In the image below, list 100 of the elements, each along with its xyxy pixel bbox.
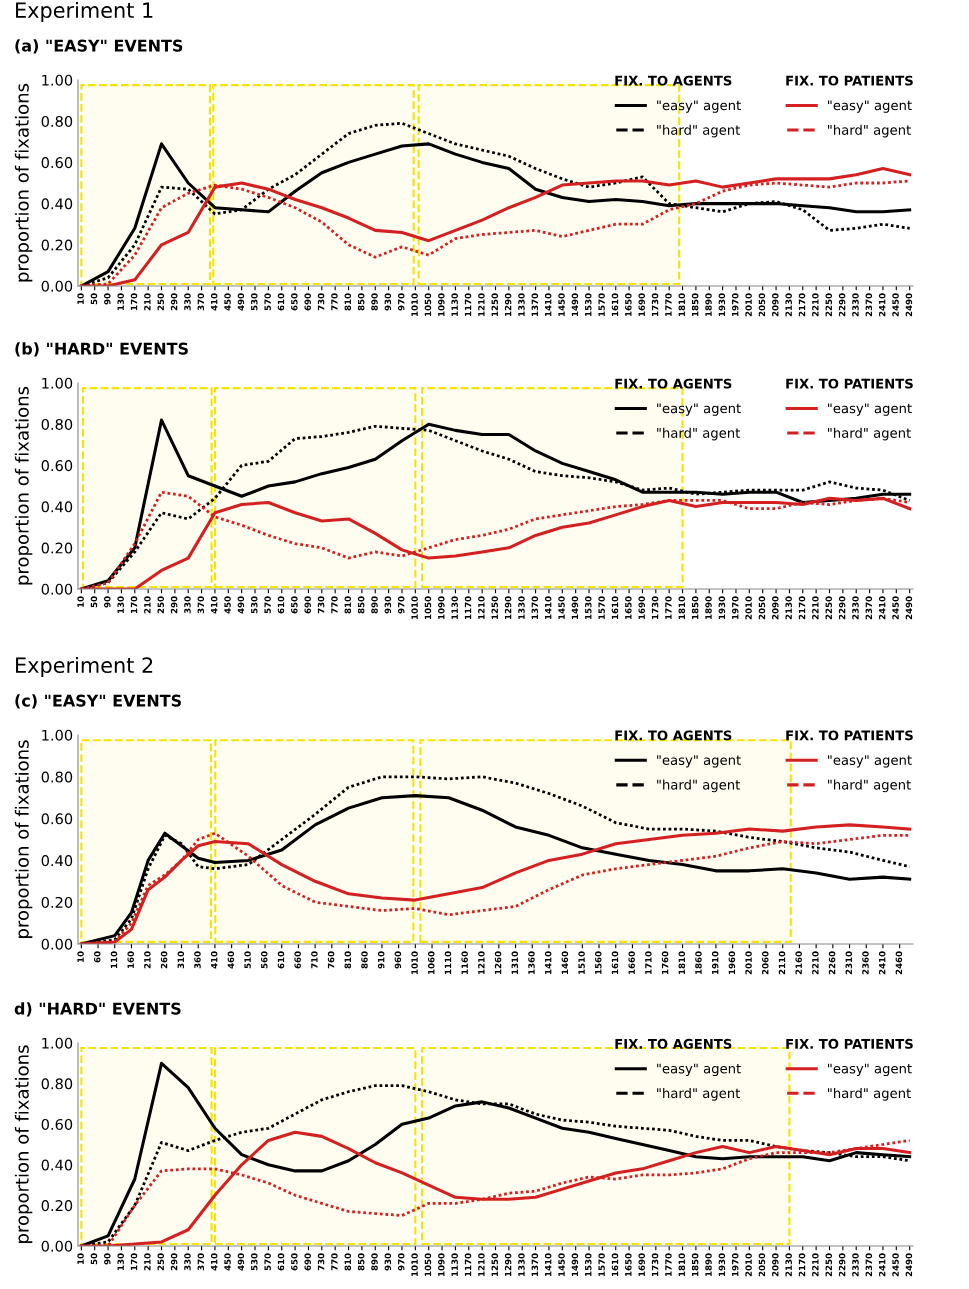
x-tick-label: 2290 — [838, 1253, 846, 1277]
x-tick-label: 1660 — [628, 951, 635, 974]
x-tick-label: 930 — [384, 1253, 392, 1271]
x-tick-label: 2250 — [825, 596, 832, 620]
x-tick-label: 690 — [304, 1253, 311, 1271]
x-tick-label: 2450 — [892, 293, 899, 317]
x-tick-label: 1850 — [691, 596, 699, 619]
y-tick-label: 1.00 — [42, 377, 73, 389]
x-tick-label: 370 — [197, 1253, 205, 1271]
x-tick-label: 690 — [304, 596, 311, 614]
x-tick-label: 10 — [77, 293, 84, 304]
x-tick-label: 530 — [251, 1253, 258, 1271]
x-tick-label: 2210 — [812, 951, 819, 975]
x-tick-label: 260 — [160, 951, 168, 969]
x-tick-label: 850 — [357, 596, 365, 614]
x-tick-label: 1650 — [625, 596, 632, 619]
y-tick-label: 0.80 — [41, 418, 73, 430]
x-tick-label: 1210 — [478, 596, 485, 619]
x-tick-label: 2370 — [865, 1253, 873, 1277]
x-tick-label: 2250 — [825, 1253, 832, 1277]
x-tick-label: 1610 — [611, 596, 619, 619]
x-tick-label: 10 — [77, 596, 84, 607]
x-tick-label: 1510 — [578, 951, 585, 974]
x-tick-label: 930 — [384, 293, 392, 311]
x-tick-label: 2050 — [758, 293, 766, 317]
x-tick-label: 1050 — [424, 1253, 432, 1276]
x-tick-label: 2210 — [812, 293, 819, 317]
y-tick-label: 1.00 — [42, 74, 73, 86]
x-tick-label: 210 — [144, 1253, 151, 1271]
x-tick-label: 90 — [104, 1253, 111, 1265]
x-tick-label: 650 — [291, 1253, 298, 1271]
x-tick-label: 2130 — [785, 1253, 792, 1277]
x-tick-label: 370 — [197, 293, 205, 311]
x-tick-label: 130 — [117, 1253, 124, 1270]
x-tick-label: 1860 — [695, 951, 702, 974]
x-tick-label: 90 — [104, 596, 111, 608]
y-tick-label: 1.00 — [42, 1037, 73, 1049]
x-tick-label: 1810 — [678, 293, 686, 316]
chart-title: Experiment 2 — [16, 656, 153, 678]
x-tick-label: 1610 — [611, 951, 619, 974]
x-tick-label: 2110 — [778, 951, 786, 975]
x-tick-label: 50 — [90, 1253, 98, 1265]
x-tick-label: 250 — [157, 596, 164, 614]
x-tick-label: 1970 — [731, 596, 739, 619]
x-tick-label: 1410 — [544, 293, 552, 316]
x-tick-label: 710 — [311, 951, 318, 969]
x-tick-label: 1890 — [705, 1253, 712, 1276]
x-tick-label: 1130 — [451, 596, 458, 619]
x-tick-label: 1050 — [424, 596, 432, 619]
x-tick-label: 1890 — [705, 293, 712, 316]
x-tick-label: 730 — [317, 596, 325, 614]
x-tick-label: 2090 — [772, 596, 779, 620]
x-tick-label: 2410 — [878, 293, 886, 317]
x-tick-label: 970 — [397, 293, 405, 311]
x-tick-label: 1410 — [544, 951, 552, 974]
x-tick-label: 2010 — [745, 293, 752, 317]
x-tick-label: 1690 — [638, 596, 645, 619]
x-tick-label: 1850 — [691, 1253, 699, 1276]
x-tick-label: 370 — [197, 596, 205, 614]
legend-label: "easy" agent — [657, 755, 741, 768]
x-tick-label: 1730 — [651, 1253, 659, 1276]
x-tick-label: 1610 — [611, 1253, 619, 1276]
x-tick-label: 10 — [77, 951, 84, 962]
x-tick-label: 1910 — [711, 951, 719, 974]
legend-label: "easy" agent — [657, 403, 741, 416]
x-tick-label: 250 — [157, 293, 164, 311]
x-tick-label: 1930 — [718, 1253, 726, 1276]
x-tick-label: 450 — [224, 1253, 231, 1271]
x-tick-label: 2360 — [862, 951, 869, 975]
y-tick-label: 0.00 — [41, 1240, 73, 1252]
legend-label: "hard" agent — [828, 779, 911, 793]
y-axis-title: proportion of fixations — [14, 83, 33, 282]
x-tick-label: 210 — [144, 293, 151, 311]
x-tick-label: 2090 — [772, 293, 779, 317]
x-tick-label: 650 — [291, 293, 298, 311]
x-tick-label: 1560 — [595, 951, 602, 974]
x-tick-label: 1530 — [585, 596, 592, 619]
x-tick-label: 2170 — [798, 1253, 806, 1277]
annotation: FIX. TO PATIENTS — [786, 75, 913, 86]
x-tick-label: 1810 — [678, 596, 686, 619]
x-tick-label: 1050 — [424, 293, 432, 316]
y-tick-label: 0.20 — [41, 1200, 73, 1212]
x-tick-label: 890 — [371, 596, 378, 614]
x-tick-label: 450 — [224, 293, 231, 311]
y-tick-label: 0.20 — [41, 239, 73, 251]
x-tick-label: 2160 — [795, 951, 802, 975]
legend-label: "hard" agent — [828, 1087, 911, 1101]
x-tick-label: 1710 — [645, 951, 652, 974]
x-tick-label: 170 — [130, 293, 138, 310]
x-tick-label: 1690 — [638, 293, 645, 316]
y-axis-title: proportion of fixations — [14, 740, 33, 938]
x-tick-label: 310 — [177, 951, 185, 969]
x-tick-label: 2310 — [845, 951, 853, 975]
x-tick-label: 2010 — [745, 951, 752, 975]
legend-label: "hard" agent — [657, 1087, 741, 1101]
x-tick-label: 1010 — [411, 1253, 418, 1276]
annotation: FIX. TO PATIENTS — [786, 1038, 913, 1049]
x-tick-label: 410 — [210, 1253, 218, 1271]
chart-title: (b) "HARD" EVENTS — [15, 342, 188, 357]
x-tick-label: 1250 — [491, 1253, 498, 1276]
